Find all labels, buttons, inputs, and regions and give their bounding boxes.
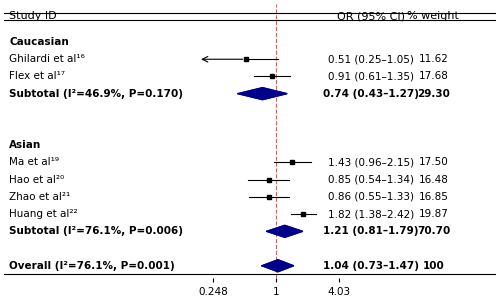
Text: 0.86 (0.55–1.33): 0.86 (0.55–1.33) [328,192,414,202]
Polygon shape [266,225,302,237]
Text: 0.51 (0.25–1.05): 0.51 (0.25–1.05) [328,54,414,64]
Text: Huang et al²²: Huang et al²² [10,209,78,219]
Text: Zhao et al²¹: Zhao et al²¹ [10,192,70,202]
Text: Overall (I²=76.1%, P=0.001): Overall (I²=76.1%, P=0.001) [10,261,175,271]
Text: 0.74 (0.43–1.27): 0.74 (0.43–1.27) [322,89,418,99]
Text: Subtotal (I²=46.9%, P=0.170): Subtotal (I²=46.9%, P=0.170) [10,89,184,99]
Text: Ma et al¹⁹: Ma et al¹⁹ [10,157,59,167]
Text: 1.82 (1.38–2.42): 1.82 (1.38–2.42) [328,209,414,219]
Text: 17.50: 17.50 [418,157,448,167]
Polygon shape [262,260,294,272]
Text: 11.62: 11.62 [418,54,448,64]
Polygon shape [238,88,287,100]
Text: 0.91 (0.61–1.35): 0.91 (0.61–1.35) [328,71,414,82]
Text: 29.30: 29.30 [417,89,450,99]
Text: OR (95% CI): OR (95% CI) [336,11,404,21]
Text: 16.85: 16.85 [418,192,448,202]
Text: 1.21 (0.81–1.79): 1.21 (0.81–1.79) [323,226,418,236]
Text: 1.04 (0.73–1.47): 1.04 (0.73–1.47) [322,261,418,271]
Text: Hao et al²⁰: Hao et al²⁰ [10,175,64,185]
Text: 16.48: 16.48 [418,175,448,185]
Text: Asian: Asian [10,140,42,150]
Text: Caucasian: Caucasian [10,37,69,47]
Text: Subtotal (I²=76.1%, P=0.006): Subtotal (I²=76.1%, P=0.006) [10,226,184,236]
Text: Ghilardi et al¹⁶: Ghilardi et al¹⁶ [10,54,86,64]
Text: % weight: % weight [408,11,460,21]
Text: 0.85 (0.54–1.34): 0.85 (0.54–1.34) [328,175,414,185]
Text: 17.68: 17.68 [418,71,448,82]
Text: 100: 100 [422,261,444,271]
Text: 19.87: 19.87 [418,209,448,219]
Text: 1.43 (0.96–2.15): 1.43 (0.96–2.15) [328,157,414,167]
Text: Flex et al¹⁷: Flex et al¹⁷ [10,71,66,82]
Text: Study ID: Study ID [10,11,57,21]
Text: 70.70: 70.70 [417,226,450,236]
